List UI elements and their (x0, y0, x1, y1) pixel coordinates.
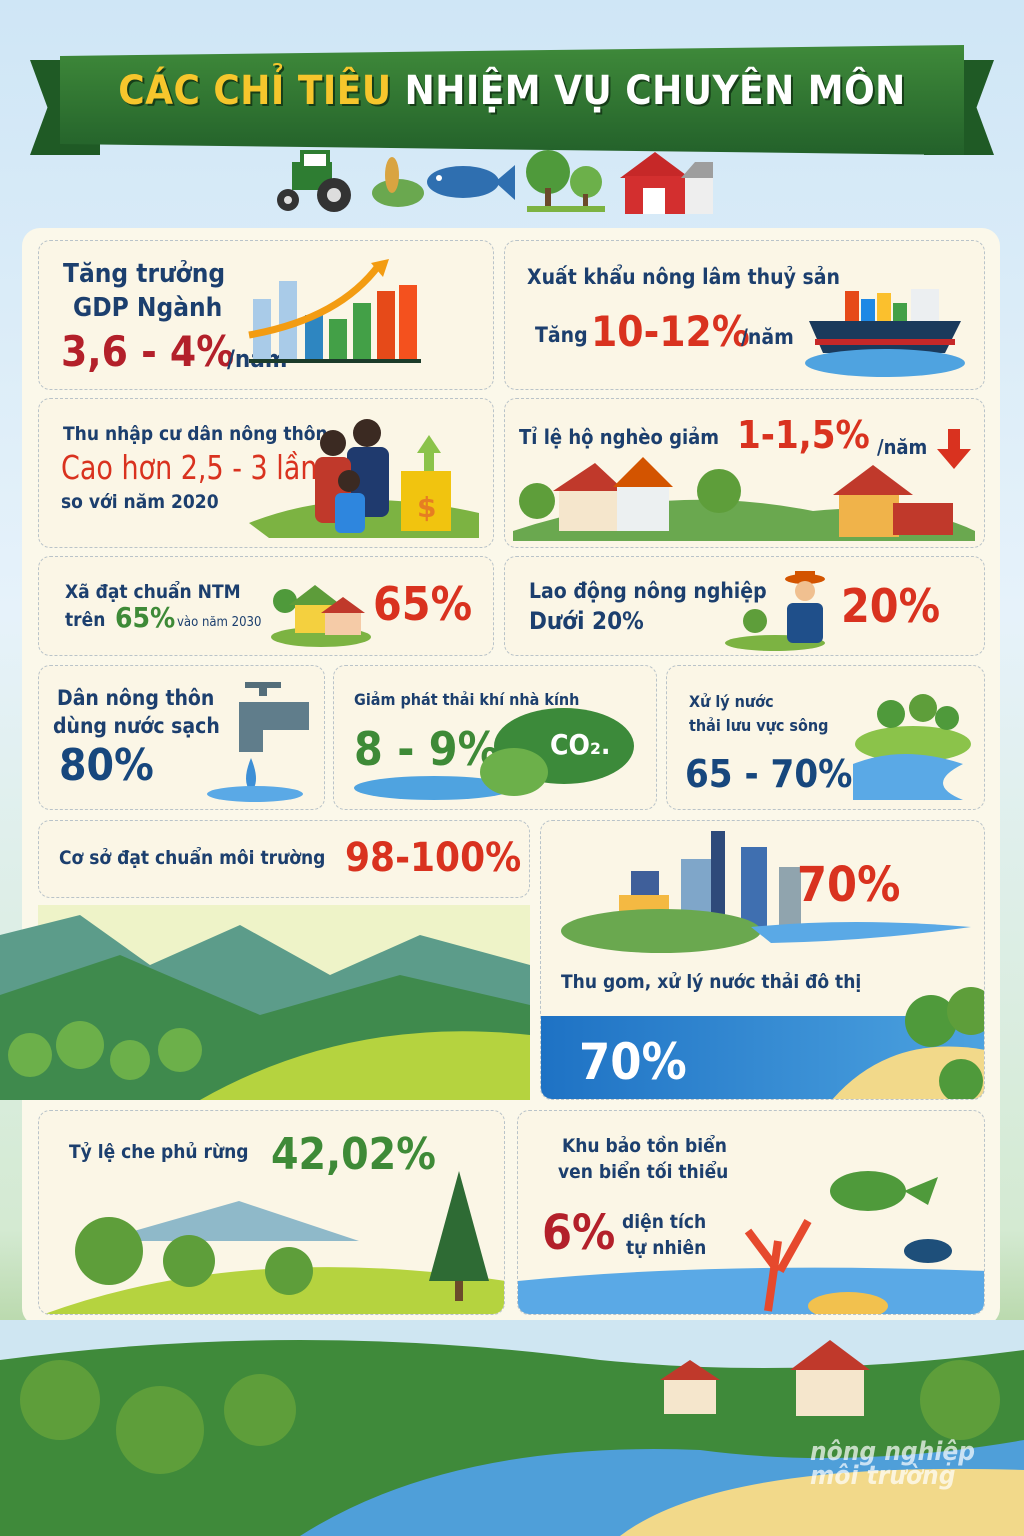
emission-label: Giảm phát thải khí nhà kính (354, 690, 580, 709)
tractor-icon (277, 150, 351, 212)
emission-value: 8 - 9% (354, 722, 500, 776)
marine-label-line1: Khu bảo tồn biển (562, 1135, 727, 1157)
card-export: Xuất khẩu nông lâm thuỷ sản Tăng 10-12% … (504, 240, 985, 390)
barn-icon (620, 152, 713, 214)
marine-label-line2: ven biển tối thiểu (558, 1161, 729, 1183)
card-env-standard-facilities: Cơ sở đạt chuẩn môi trường 98-100% (38, 820, 530, 898)
rural-house-icon (271, 585, 371, 647)
water-tap-icon (207, 682, 309, 802)
mountain-forest-illustration (0, 905, 530, 1100)
export-prefix: Tăng (535, 323, 588, 347)
river-value: 65 - 70% (685, 752, 853, 796)
card-poverty-rate: Tỉ lệ hộ nghèo giảm 1-1,5% /năm (504, 398, 985, 548)
card-gdp-growth: Tăng trưởng GDP Ngành 3,6 - 4% /năm (38, 240, 494, 390)
card-rural-income: Thu nhập cư dân nông thôn Cao hơn 2,5 - … (38, 398, 494, 548)
sea-coral-icon (518, 1171, 984, 1314)
village-houses-icon (513, 457, 975, 541)
marine-unit-line1: diện tích (622, 1211, 707, 1233)
svg-text:$: $ (417, 491, 436, 524)
card-river-wastewater: Xử lý nước thải lưu vực sông 65 - 70% (666, 665, 985, 810)
ntm-suffix: vào năm 2030 (177, 615, 262, 630)
farmer-icon (725, 571, 825, 651)
river-island-icon (853, 694, 971, 800)
page-title: CÁC CHỈ TIÊU NHIỆM VỤ CHUYÊN MÔN (118, 68, 906, 114)
wheat-leaf-icon (372, 157, 424, 207)
growth-chart-icon (248, 259, 421, 363)
marine-value: 6% (542, 1205, 616, 1261)
fish-icon (427, 165, 515, 200)
forest-icon (44, 1171, 504, 1314)
forest-value: 42,02% (271, 1129, 436, 1180)
urban-label: Thu gom, xử lý nước thải đô thị (561, 971, 862, 993)
gdp-value: 3,6 - 4% (61, 327, 235, 376)
co2-cloud-icon (354, 708, 634, 800)
coastal-landscape-illustration (0, 1320, 1024, 1536)
card-forest-cover: Tỷ lệ che phủ rừng 42,02% (38, 1110, 505, 1315)
card-clean-water: Dân nông thôn dùng nước sạch 80% (38, 665, 325, 810)
water-value: 80% (59, 740, 154, 791)
card-agri-labor: Lao động nông nghiệp Dưới 20% 20% (504, 556, 985, 656)
water-label-line1: Dân nông thôn (57, 686, 215, 710)
card-marine-protected: Khu bảo tồn biển ven biển tối thiểu 6% d… (517, 1110, 985, 1315)
card-ntm-communes: Xã đạt chuẩn NTM trên 65% vào năm 2030 6… (38, 556, 494, 656)
forest-label: Tỷ lệ che phủ rừng (69, 1141, 249, 1163)
family-icon: $ (249, 419, 479, 538)
facility-value: 98-100% (345, 835, 522, 881)
arrow-down-icon (937, 429, 971, 469)
co2-label: CO₂. (550, 728, 611, 761)
poverty-label: Tỉ lệ hộ nghèo giảm (519, 425, 720, 449)
facility-label: Cơ sở đạt chuẩn môi trường (59, 847, 326, 869)
river-label-line1: Xử lý nước (689, 692, 774, 711)
labor-big-value: 20% (841, 579, 941, 633)
trees-icon (526, 150, 605, 212)
card-urban-wastewater: 70% Thu gom, xử lý nước thải đô thị 70% (540, 820, 985, 1100)
card-emission-reduction: Giảm phát thải khí nhà kính 8 - 9% CO₂. (333, 665, 657, 810)
urban-value-bottom: 70% (579, 1033, 687, 1091)
urban-value-top: 70% (797, 857, 901, 913)
shore-trees-icon (832, 987, 984, 1099)
poverty-unit: /năm (877, 435, 928, 459)
export-unit: /năm (741, 325, 794, 349)
ntm-big-value: 65% (373, 577, 473, 631)
labor-label: Lao động nông nghiệp (529, 579, 767, 603)
gdp-label-line1: Tăng trưởng (63, 259, 226, 289)
watermark: nông nghiệp môi trường (810, 1437, 975, 1491)
poverty-value: 1-1,5% (737, 413, 870, 457)
income-label: Thu nhập cư dân nông thôn (63, 423, 328, 445)
export-value: 10-12% (591, 307, 750, 356)
income-value: Cao hơn 2,5 - 3 lần (61, 449, 318, 488)
river-label-line2: thải lưu vực sông (689, 716, 829, 735)
ntm-label: Xã đạt chuẩn NTM (65, 581, 241, 603)
city-island-icon (561, 831, 971, 953)
gdp-label-line2: GDP Ngành (73, 293, 223, 323)
water-label-line2: dùng nước sạch (53, 714, 220, 738)
title-banner (60, 45, 964, 155)
ntm-prefix: trên (65, 609, 106, 631)
marine-unit-line2: tự nhiên (626, 1237, 707, 1259)
export-label: Xuất khẩu nông lâm thuỷ sản (527, 265, 840, 289)
cargo-ship-icon (805, 289, 965, 377)
income-note: so với năm 2020 (61, 491, 219, 513)
labor-sublabel: Dưới 20% (529, 607, 644, 635)
ntm-value: 65% (115, 601, 176, 634)
